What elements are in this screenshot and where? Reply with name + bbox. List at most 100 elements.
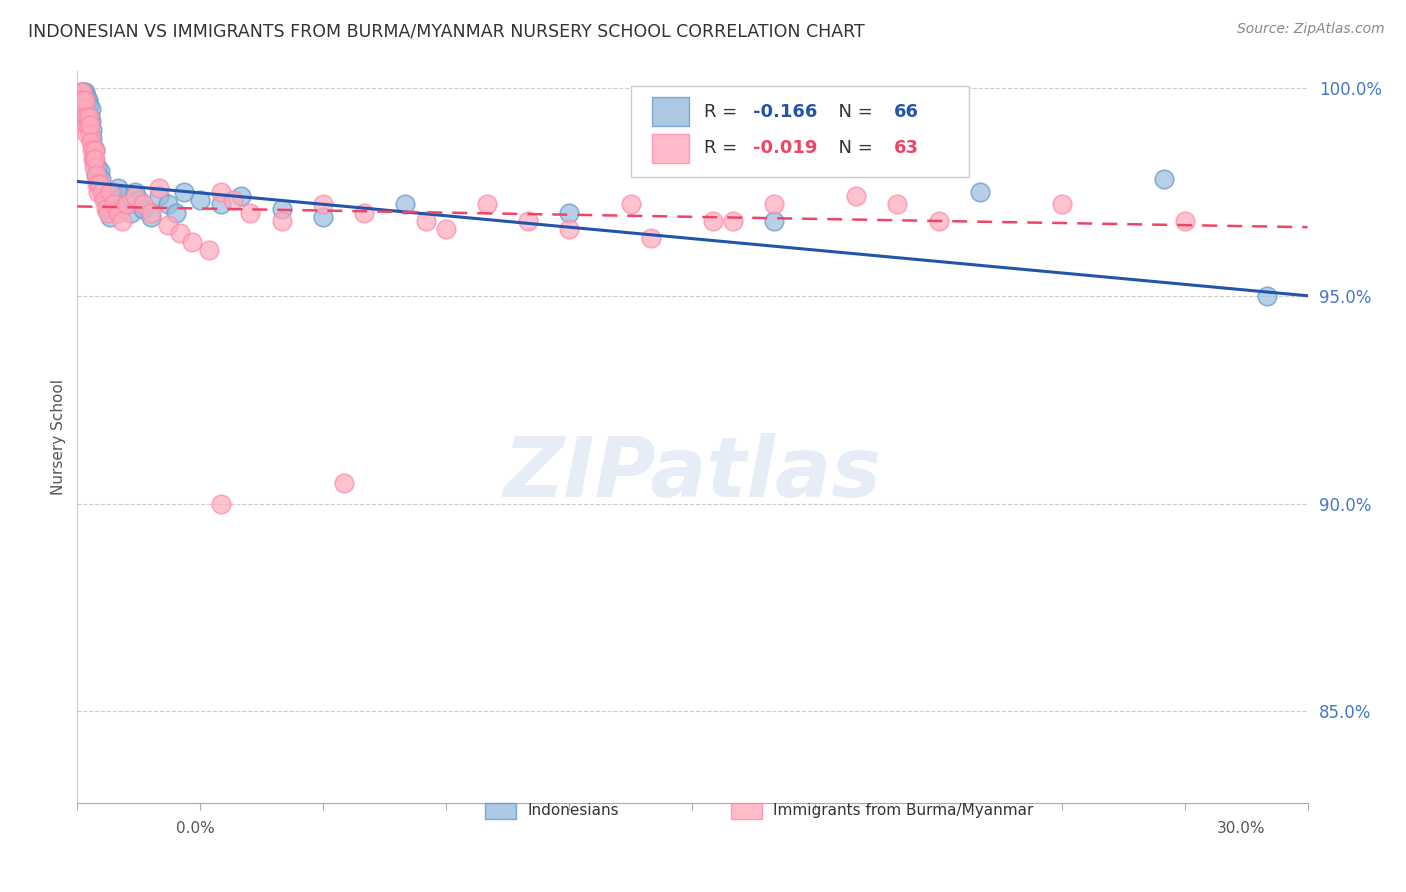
Point: [76, 110, 98, 124]
Point: [98, 185, 121, 199]
Point: [82, 144, 104, 158]
Point: [87, 168, 110, 182]
Point: [141, 210, 163, 224]
Point: [75, 89, 97, 103]
Point: [723, 214, 745, 228]
Point: [83, 144, 105, 158]
Point: [620, 197, 643, 211]
Point: [156, 218, 179, 232]
Point: [80, 114, 103, 128]
Point: [75, 85, 97, 99]
Point: [173, 185, 195, 199]
Point: [103, 197, 125, 211]
Point: [271, 214, 294, 228]
Point: [73, 102, 96, 116]
Point: [77, 114, 100, 128]
Point: [107, 180, 129, 194]
Point: [72, 94, 94, 108]
Point: [84, 152, 107, 166]
Point: [77, 110, 100, 124]
FancyBboxPatch shape: [631, 86, 969, 178]
Point: [75, 106, 97, 120]
Point: [79, 110, 101, 124]
Point: [558, 205, 581, 219]
Point: [76, 102, 98, 116]
Point: [124, 189, 146, 203]
Point: [97, 202, 120, 216]
Point: [80, 135, 103, 149]
Text: 30.0%: 30.0%: [1218, 821, 1265, 836]
Point: [128, 193, 150, 207]
Point: [75, 119, 97, 133]
Point: [79, 119, 101, 133]
Point: [83, 152, 105, 166]
Point: [312, 210, 335, 224]
Text: N =: N =: [827, 139, 879, 157]
Point: [90, 180, 114, 194]
Point: [83, 144, 105, 158]
Point: [82, 131, 104, 145]
Y-axis label: Nursery School: Nursery School: [51, 379, 66, 495]
Point: [87, 185, 110, 199]
Text: -0.019: -0.019: [752, 139, 817, 157]
Text: 63: 63: [894, 139, 920, 157]
Point: [477, 197, 499, 211]
Point: [70, 94, 93, 108]
Point: [84, 168, 107, 182]
Point: [72, 97, 94, 112]
Point: [84, 168, 107, 182]
Point: [84, 156, 107, 170]
Point: [90, 185, 114, 199]
FancyBboxPatch shape: [652, 97, 689, 127]
Point: [353, 205, 375, 219]
Point: [115, 197, 138, 211]
Point: [969, 185, 991, 199]
Point: [83, 160, 105, 174]
Point: [93, 189, 115, 203]
Point: [90, 172, 112, 186]
Point: [75, 110, 97, 124]
Point: [72, 89, 94, 103]
Point: [394, 197, 416, 211]
Point: [73, 94, 96, 108]
Point: [70, 85, 93, 99]
Text: ZIPatlas: ZIPatlas: [503, 434, 882, 514]
Point: [231, 189, 253, 203]
Point: [69, 85, 91, 99]
Point: [80, 122, 103, 136]
Point: [73, 102, 96, 116]
Point: [79, 119, 101, 133]
Point: [124, 185, 146, 199]
Point: [640, 230, 662, 244]
Point: [107, 205, 129, 219]
Point: [239, 205, 262, 219]
Point: [845, 189, 868, 203]
Point: [763, 214, 786, 228]
Point: [436, 222, 458, 236]
Point: [93, 193, 115, 207]
Point: [94, 193, 117, 207]
Point: [558, 222, 581, 236]
Text: R =: R =: [703, 103, 742, 120]
Point: [209, 197, 232, 211]
Point: [165, 205, 187, 219]
Point: [86, 160, 108, 174]
Point: [1256, 289, 1278, 303]
Point: [132, 202, 155, 216]
Point: [103, 193, 125, 207]
Text: 0.0%: 0.0%: [176, 821, 215, 836]
Text: Indonesians: Indonesians: [527, 804, 619, 818]
Point: [80, 102, 103, 116]
Point: [115, 197, 138, 211]
Point: [89, 177, 111, 191]
Point: [222, 193, 245, 207]
Text: R =: R =: [703, 139, 742, 157]
Point: [77, 97, 100, 112]
Point: [89, 164, 111, 178]
Point: [928, 214, 950, 228]
Point: [73, 94, 96, 108]
Text: -0.166: -0.166: [752, 103, 817, 120]
Point: [197, 243, 219, 257]
Point: [75, 97, 97, 112]
Point: [75, 94, 97, 108]
